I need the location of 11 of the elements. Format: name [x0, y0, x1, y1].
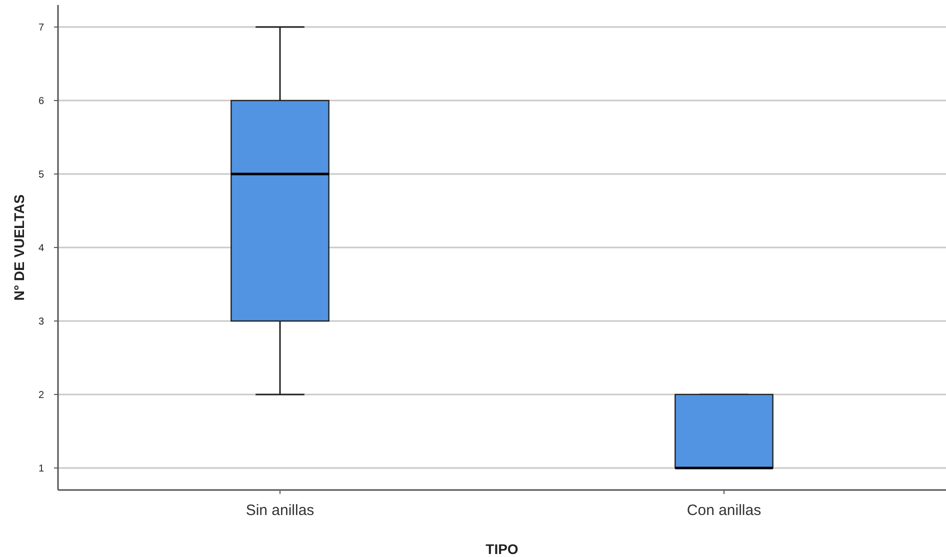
- y-tick-label: 1: [38, 463, 44, 474]
- x-tick-label: Sin anillas: [246, 502, 314, 519]
- x-axis-title: TIPO: [486, 541, 518, 557]
- y-axis-title: N° DE VUELTAS: [11, 194, 27, 301]
- x-tick-label: Con anillas: [686, 502, 762, 519]
- y-tick-label: 5: [38, 170, 44, 181]
- y-tick-label: 2: [38, 390, 44, 401]
- y-tick-label: 4: [38, 243, 44, 254]
- y-tick-label: 6: [38, 96, 44, 108]
- y-tick-label: 3: [38, 316, 44, 328]
- y-tick-label: 7: [38, 22, 44, 34]
